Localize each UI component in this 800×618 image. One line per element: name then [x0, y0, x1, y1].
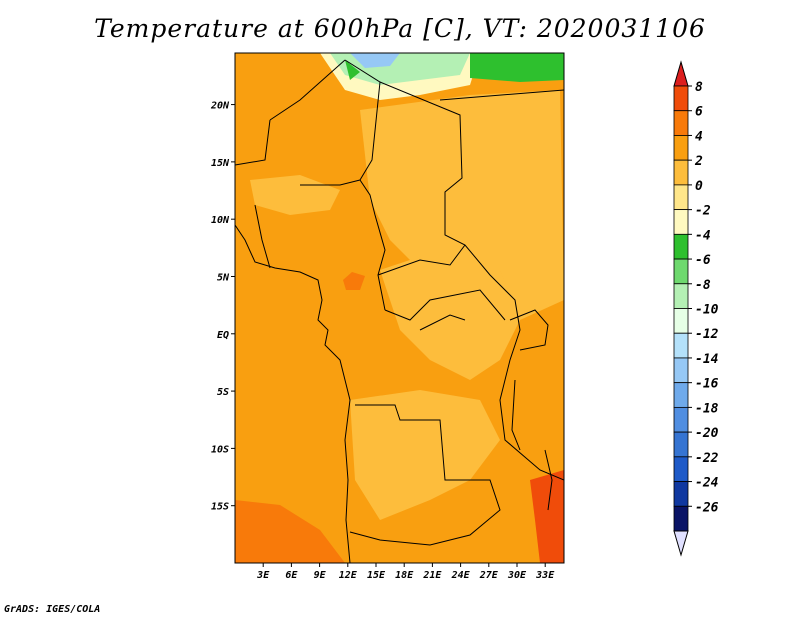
- colorbar-segment: [673, 357, 689, 384]
- colorbar-segment: [673, 209, 689, 235]
- field-4to6-patch: [343, 272, 365, 290]
- y-tick-label: 15S: [211, 502, 229, 513]
- x-axis: 3E 6E 9E 12E 15E 18E 21E 24E 27E 30E 33E: [256, 563, 555, 581]
- lake-malawi-outline: [544, 449, 553, 511]
- colorbar-label: -8: [695, 278, 711, 293]
- y-tick-label: EQ: [217, 330, 229, 341]
- field-0to2-northeast: [360, 90, 564, 320]
- colorbar-label: 0: [695, 179, 703, 194]
- field-4to6-southwest: [235, 500, 345, 563]
- colorbar-label: -18: [695, 401, 719, 416]
- colorbar-segment: [673, 456, 689, 482]
- colorbar: 8 6 4 2 0 -2 -4 -6 -8 -10 -12 -14 -16 -18 -20 -22 -24 -26: [673, 60, 719, 557]
- mauritania-border: [235, 119, 271, 166]
- field-0to2-angola: [350, 390, 500, 520]
- y-axis: 20N 15N 10N 5N EQ 5S 10S 15S: [210, 101, 235, 513]
- lake-victoria-outline: [509, 309, 549, 351]
- colorbar-segment: [673, 406, 689, 433]
- colorbar-label: -22: [695, 451, 719, 466]
- colorbar-segment: [673, 233, 689, 260]
- field-minus14-north: [350, 53, 400, 68]
- colorbar-label: -6: [695, 253, 711, 268]
- egypt-sudan-border: [439, 89, 564, 101]
- colorbar-label: -10: [695, 303, 719, 318]
- x-tick-label: 6E: [285, 570, 298, 581]
- colorbar-segment: [673, 283, 689, 309]
- colorbar-segment: [673, 85, 689, 112]
- colorbar-segment: [673, 332, 689, 359]
- colorbar-segment: [673, 258, 689, 285]
- colorbar-segment: [673, 184, 689, 211]
- angola-zambia-border: [349, 404, 501, 546]
- temperature-field: [235, 53, 564, 563]
- x-tick-label: 3E: [256, 570, 270, 581]
- colorbar-label: -26: [695, 500, 719, 515]
- colorbar-label: -16: [695, 377, 719, 392]
- x-tick-label: 12E: [339, 570, 358, 581]
- chart-title: Temperature at 600hPa [C], VT: 202003110…: [94, 14, 706, 43]
- x-tick-label: 33E: [535, 570, 555, 581]
- colorbar-segment: [673, 135, 689, 161]
- sahel-border: [300, 179, 361, 186]
- colorbar-top-triangle: [673, 60, 689, 87]
- colorbar-label: 2: [694, 154, 703, 169]
- y-tick-label: 5S: [217, 387, 229, 398]
- colorbar-label: -2: [695, 204, 711, 219]
- niger-chad-border: [359, 81, 386, 311]
- field-4to6-southeast: [530, 470, 564, 563]
- y-tick-label: 5N: [217, 272, 230, 283]
- colorbar-segment: [673, 481, 689, 507]
- algeria-mali-border: [269, 59, 346, 121]
- colorbar-segment: [673, 110, 689, 136]
- lake-tanganyika-outline: [511, 379, 521, 451]
- y-tick-label: 10S: [211, 444, 229, 455]
- colorbar-label: -20: [695, 426, 719, 441]
- central-border-line: [344, 59, 564, 481]
- x-tick-label: 21E: [422, 570, 442, 581]
- grads-credit: GrADS: IGES/COLA: [4, 604, 101, 615]
- map-frame: [234, 52, 565, 564]
- colorbar-label: -4: [695, 228, 711, 243]
- colorbar-segment: [673, 308, 689, 334]
- colorbar-label: -24: [695, 476, 719, 491]
- colorbar-segment: [673, 382, 689, 408]
- y-tick-label: 10N: [211, 215, 230, 226]
- boundary-lines: [235, 59, 564, 563]
- x-tick-label: 27E: [479, 570, 499, 581]
- colorbar-label: 4: [695, 129, 703, 144]
- guinea-border: [254, 204, 271, 269]
- y-tick-label: 20N: [210, 101, 230, 112]
- y-tick-label: 15N: [211, 158, 230, 169]
- colorbar-label: 6: [695, 105, 703, 120]
- x-tick-label: 24E: [451, 570, 471, 581]
- car-border: [377, 244, 466, 276]
- field-minus6-northeast: [470, 53, 564, 82]
- x-tick-label: 15E: [367, 570, 386, 581]
- colorbar-bottom-triangle: [673, 530, 689, 557]
- congo-border: [384, 289, 506, 321]
- west-coast-line: [235, 224, 351, 563]
- field-minus6-north: [345, 60, 360, 80]
- x-tick-label: 30E: [507, 570, 527, 581]
- colorbar-segment: [673, 159, 689, 186]
- drc-river-line: [419, 314, 466, 331]
- x-tick-label: 18E: [395, 570, 414, 581]
- colorbar-segment: [673, 505, 689, 532]
- x-tick-label: 9E: [314, 570, 327, 581]
- colorbar-segment: [673, 431, 689, 458]
- colorbar-label: -14: [695, 352, 719, 367]
- colorbar-label: -12: [695, 327, 719, 342]
- colorbar-label: 8: [695, 80, 703, 95]
